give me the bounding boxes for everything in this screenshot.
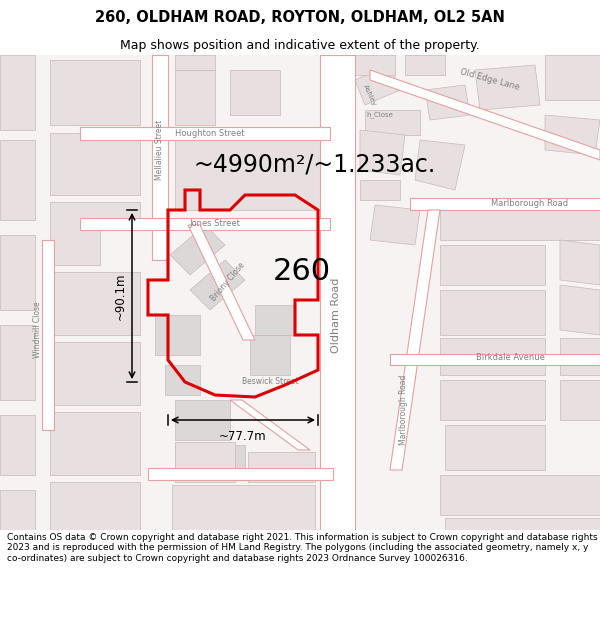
Polygon shape bbox=[440, 200, 600, 240]
Polygon shape bbox=[370, 70, 600, 160]
Text: Ashley: Ashley bbox=[362, 83, 377, 107]
Text: Briony Close: Briony Close bbox=[209, 261, 247, 303]
Polygon shape bbox=[560, 380, 600, 420]
Polygon shape bbox=[475, 65, 540, 110]
Bar bbox=[320, 55, 355, 530]
Polygon shape bbox=[172, 485, 315, 530]
Text: 260, OLDHAM ROAD, ROYTON, OLDHAM, OL2 5AN: 260, OLDHAM ROAD, ROYTON, OLDHAM, OL2 5A… bbox=[95, 10, 505, 25]
Polygon shape bbox=[415, 140, 465, 190]
Polygon shape bbox=[560, 338, 600, 375]
Polygon shape bbox=[405, 55, 445, 75]
Polygon shape bbox=[50, 133, 140, 195]
Bar bbox=[390, 354, 600, 365]
Polygon shape bbox=[50, 342, 140, 405]
Polygon shape bbox=[0, 325, 35, 400]
Polygon shape bbox=[170, 225, 225, 275]
Polygon shape bbox=[50, 272, 140, 335]
Polygon shape bbox=[175, 55, 215, 70]
Text: ~77.7m: ~77.7m bbox=[219, 429, 267, 442]
Polygon shape bbox=[190, 260, 245, 310]
Polygon shape bbox=[445, 518, 600, 530]
Polygon shape bbox=[0, 490, 35, 530]
Bar bbox=[80, 127, 330, 140]
Polygon shape bbox=[175, 400, 230, 440]
Polygon shape bbox=[425, 85, 470, 120]
Bar bbox=[410, 198, 600, 210]
Polygon shape bbox=[360, 130, 405, 175]
Text: Map shows position and indicative extent of the property.: Map shows position and indicative extent… bbox=[120, 39, 480, 51]
Bar bbox=[152, 55, 168, 260]
Polygon shape bbox=[390, 210, 440, 470]
Text: Houghton Street: Houghton Street bbox=[175, 129, 245, 138]
Polygon shape bbox=[355, 55, 395, 75]
Polygon shape bbox=[0, 415, 35, 475]
Polygon shape bbox=[230, 70, 280, 115]
Polygon shape bbox=[0, 55, 35, 130]
Polygon shape bbox=[175, 140, 320, 210]
Text: Contains OS data © Crown copyright and database right 2021. This information is : Contains OS data © Crown copyright and d… bbox=[7, 533, 598, 562]
Polygon shape bbox=[445, 425, 545, 470]
Polygon shape bbox=[255, 305, 295, 335]
Bar bbox=[42, 240, 54, 430]
Polygon shape bbox=[560, 285, 600, 335]
Polygon shape bbox=[440, 338, 545, 375]
Text: Windmill Close: Windmill Close bbox=[34, 302, 43, 358]
Polygon shape bbox=[440, 380, 545, 420]
Text: h_Close: h_Close bbox=[367, 112, 394, 118]
Polygon shape bbox=[175, 442, 235, 482]
Bar bbox=[148, 468, 333, 480]
Polygon shape bbox=[365, 110, 420, 135]
Text: Mellalieu Street: Mellalieu Street bbox=[155, 120, 163, 180]
Polygon shape bbox=[440, 290, 545, 335]
Polygon shape bbox=[248, 452, 315, 482]
Polygon shape bbox=[230, 400, 310, 450]
Text: Jones Street: Jones Street bbox=[190, 219, 241, 228]
Polygon shape bbox=[155, 315, 200, 355]
Polygon shape bbox=[370, 205, 420, 245]
Polygon shape bbox=[440, 245, 545, 285]
Polygon shape bbox=[50, 482, 140, 530]
Polygon shape bbox=[355, 65, 400, 105]
Polygon shape bbox=[360, 180, 400, 200]
Polygon shape bbox=[175, 445, 245, 480]
Text: Birkdale Avenue: Birkdale Avenue bbox=[476, 354, 544, 362]
Text: Marlborough Road: Marlborough Road bbox=[398, 375, 407, 445]
Polygon shape bbox=[50, 60, 140, 125]
Bar bbox=[80, 218, 330, 230]
Text: ~4990m²/~1.233ac.: ~4990m²/~1.233ac. bbox=[193, 153, 435, 177]
Text: Beswick Street: Beswick Street bbox=[242, 378, 298, 386]
Polygon shape bbox=[0, 140, 35, 220]
Text: ~90.1m: ~90.1m bbox=[113, 272, 127, 320]
Polygon shape bbox=[0, 235, 35, 310]
Polygon shape bbox=[175, 70, 215, 125]
Polygon shape bbox=[545, 115, 600, 155]
Polygon shape bbox=[165, 365, 200, 395]
Polygon shape bbox=[50, 412, 140, 475]
Polygon shape bbox=[188, 225, 255, 340]
Text: Old Edge Lane: Old Edge Lane bbox=[459, 68, 521, 92]
Text: Oldham Road: Oldham Road bbox=[331, 278, 341, 352]
Text: Marlborough Road: Marlborough Road bbox=[491, 199, 569, 209]
Polygon shape bbox=[250, 335, 290, 375]
Polygon shape bbox=[440, 475, 600, 515]
Polygon shape bbox=[545, 55, 600, 100]
Polygon shape bbox=[50, 202, 140, 265]
Text: 260: 260 bbox=[273, 258, 331, 286]
Polygon shape bbox=[560, 240, 600, 285]
